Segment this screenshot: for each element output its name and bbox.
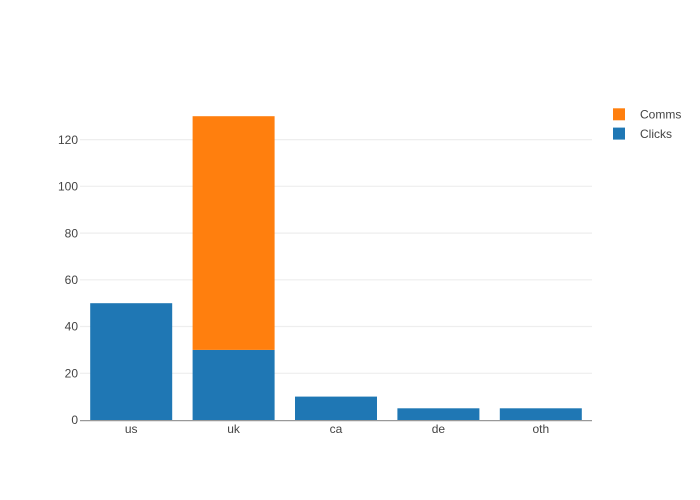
svg-text:60: 60 (65, 273, 79, 287)
svg-text:Comms: Comms (640, 108, 681, 122)
svg-text:40: 40 (65, 320, 79, 334)
svg-text:80: 80 (65, 226, 79, 240)
svg-text:0: 0 (71, 413, 78, 427)
svg-text:uk: uk (227, 422, 241, 436)
svg-text:Clicks: Clicks (640, 127, 672, 141)
svg-text:us: us (125, 422, 138, 436)
svg-text:oth: oth (532, 422, 549, 436)
svg-text:de: de (432, 422, 446, 436)
svg-text:ca: ca (330, 422, 343, 436)
svg-text:100: 100 (58, 180, 78, 194)
svg-text:20: 20 (65, 367, 79, 381)
svg-text:120: 120 (58, 133, 78, 147)
